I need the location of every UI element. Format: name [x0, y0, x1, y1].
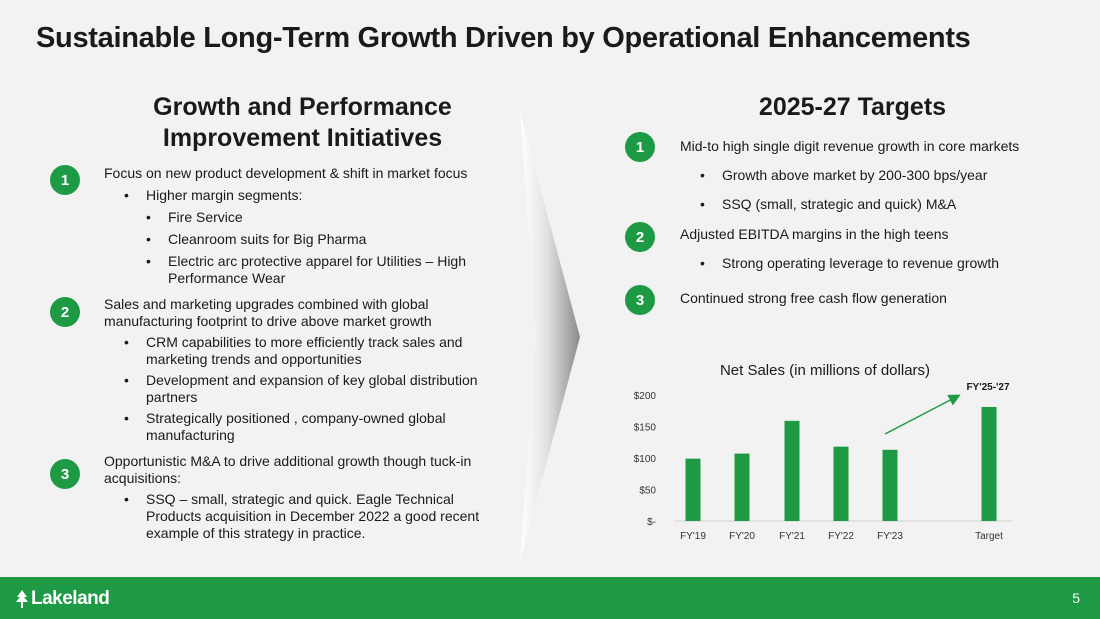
x-tick-label: FY'23: [877, 531, 903, 542]
page-number: 5: [1072, 590, 1080, 606]
bullet-item: • SSQ – small, strategic and quick. Eagl…: [124, 491, 480, 541]
number-badge: 2: [625, 222, 655, 252]
x-tick-label: FY'20: [729, 531, 755, 542]
number-badge: 1: [625, 132, 655, 162]
lakeland-logo: Lakeland: [16, 588, 110, 610]
bar: [882, 449, 898, 521]
bullet-item: • CRM capabilities to more efficiently t…: [124, 334, 463, 367]
bullet-glyph: •: [124, 372, 129, 388]
bullet-glyph: •: [700, 255, 705, 271]
bullet-item: • SSQ (small, strategic and quick) M&A: [700, 196, 957, 212]
subbullet-item: • Electric arc protective apparel for Ut…: [146, 253, 467, 286]
y-tick-label: $50: [639, 486, 656, 497]
x-tick-label: FY'21: [779, 531, 805, 542]
logo-text: Lakeland: [31, 588, 110, 609]
footer-bar: Lakeland 5: [0, 577, 1100, 619]
annotation-label: FY'25-'27: [966, 382, 1010, 393]
bullet-glyph: •: [124, 187, 129, 203]
bullet-item: • Growth above market by 200-300 bps/yea…: [700, 167, 988, 183]
bar: [784, 420, 800, 521]
bullet-glyph: •: [146, 209, 151, 225]
y-tick-label: $100: [634, 454, 657, 465]
item-text: Sales and marketing upgrades combined wi…: [104, 296, 432, 329]
item-text: Continued strong free cash flow generati…: [680, 290, 947, 306]
bar: [685, 458, 701, 521]
number-badge: 2: [50, 297, 80, 327]
bullet-glyph: •: [146, 253, 151, 269]
item-text: Focus on new product development & shift…: [104, 165, 468, 181]
bullet-item: • Development and expansion of key globa…: [124, 372, 478, 405]
left-column-heading: Growth and Performance Improvement Initi…: [153, 93, 452, 152]
item-text: Adjusted EBITDA margins in the high teen…: [680, 226, 949, 242]
bullet-glyph: •: [700, 196, 705, 212]
number-badge: 3: [50, 459, 80, 489]
bullet-item: • Higher margin segments:: [124, 187, 303, 203]
bar: [833, 446, 849, 521]
subbullet-item: • Cleanroom suits for Big Pharma: [146, 231, 367, 247]
bullet-item: • Strong operating leverage to revenue g…: [700, 255, 1000, 271]
x-tick-label: Target: [975, 531, 1003, 542]
bullet-glyph: •: [146, 231, 151, 247]
item-text: Opportunistic M&A to drive additional gr…: [104, 453, 472, 486]
bullet-glyph: •: [700, 167, 705, 183]
subbullet-item: • Fire Service: [146, 209, 243, 225]
bar: [734, 453, 750, 521]
tree-icon: [16, 590, 28, 608]
growth-arrow: [884, 394, 961, 435]
number-badge: 3: [625, 285, 655, 315]
item-text: Mid-to high single digit revenue growth …: [680, 138, 1020, 154]
number-badge: 1: [50, 165, 80, 195]
x-tick-label: FY'22: [828, 531, 854, 542]
right-column-heading: 2025-27 Targets: [758, 93, 947, 121]
x-tick-label: FY'19: [680, 531, 706, 542]
bullet-glyph: •: [124, 491, 129, 507]
divider-chevron-arrow: [520, 112, 580, 562]
bullet-item: • Strategically positioned , company-own…: [124, 410, 446, 443]
y-tick-label: $150: [634, 423, 657, 434]
bar: [981, 406, 997, 521]
bullet-glyph: •: [124, 334, 129, 350]
y-tick-label: $200: [634, 391, 657, 402]
y-tick-label: $-: [647, 517, 656, 528]
net-sales-bar-chart: $- $50 $100 $150 $200 FY'19 FY'20 FY'21 FY'22 FY'…: [634, 382, 1012, 542]
bullet-glyph: •: [124, 410, 129, 426]
slide-title: Sustainable Long-Term Growth Driven by O…: [36, 22, 971, 54]
chart-title: Net Sales (in millions of dollars): [719, 362, 931, 379]
